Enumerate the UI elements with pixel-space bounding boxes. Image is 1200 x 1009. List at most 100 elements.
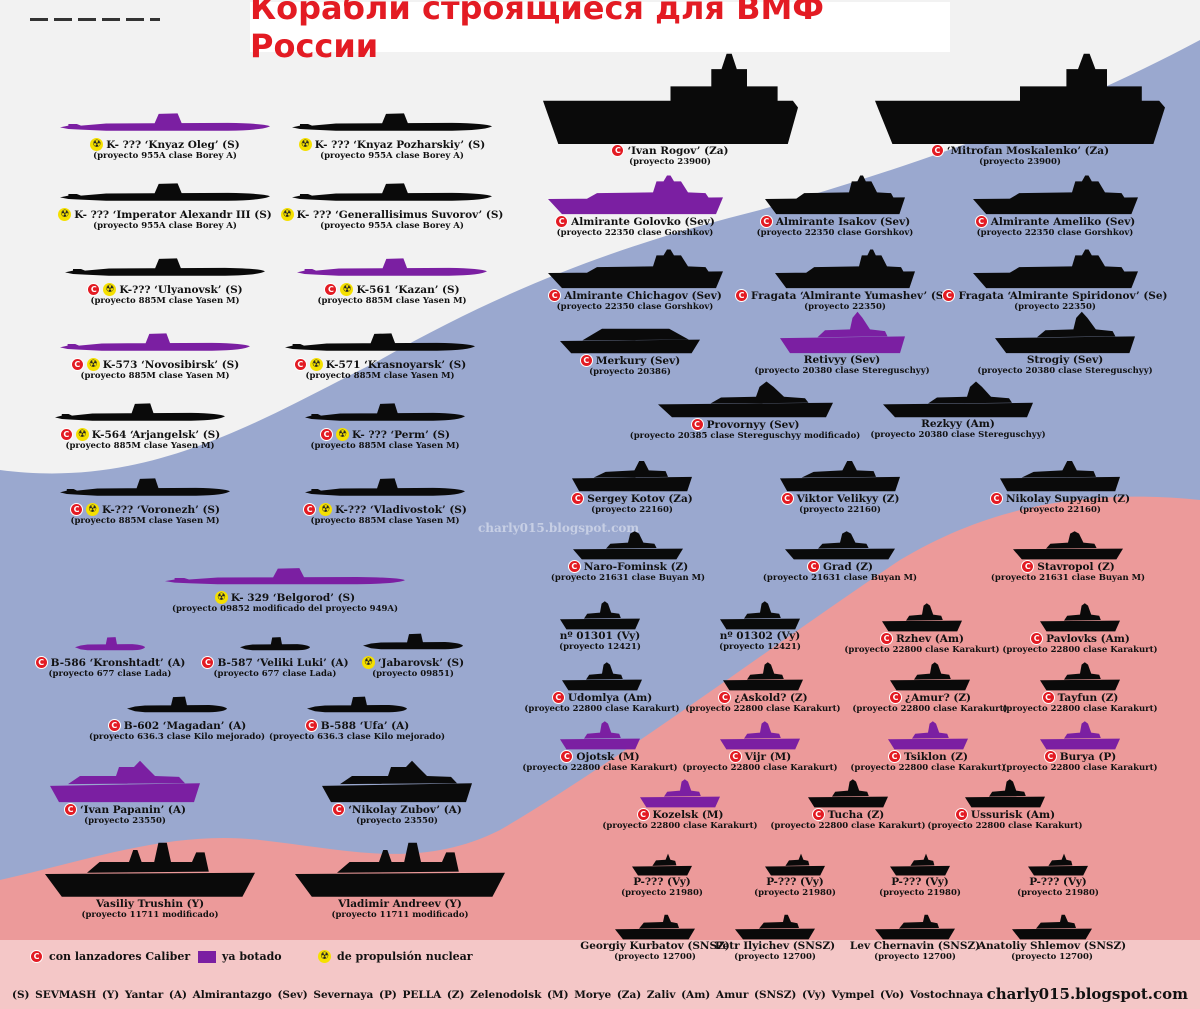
ship-card: Merkury (Sev)(proyecto 20386) (520, 318, 740, 377)
caliber-icon (332, 803, 346, 816)
ship-card: Almirante Chichagov (Sev)(proyecto 22350… (508, 247, 763, 312)
ship-name: Vijr (M) (744, 750, 792, 763)
ship-card: ¿Askold? (Z)(proyecto 22800 clase Karaku… (683, 661, 843, 714)
ship-card: Retivyy (Sev) (proyecto 20380 clase Stere… (740, 310, 945, 376)
ship-project: (proyecto 11711 modificado) (331, 910, 469, 920)
ship-name: ¿Amur? (Z) (905, 691, 971, 704)
ship-silhouette (972, 175, 1138, 215)
ship-project: (proyecto 11711 modificado) (81, 910, 219, 920)
caliber-icon (690, 418, 704, 431)
ship-hull-shape (363, 633, 463, 650)
ship-name-line: B-587 ‘Veliki Luki’ (A) (201, 656, 349, 669)
ship-name: Viktor Velikyy (Z) (796, 492, 900, 505)
ship-hull-shape (45, 842, 255, 897)
ship-card: Sergey Kotov (Za)(proyecto 22160) (532, 456, 732, 515)
ship-name: Kozelsk (M) (652, 808, 724, 821)
ship-hull-shape (882, 603, 962, 632)
ship-silhouette (297, 258, 487, 276)
ship-card: Burya (P)(proyecto 22800 clase Karakurt) (1000, 720, 1160, 773)
ship-project: (proyecto 22160) (1019, 505, 1101, 515)
ship-project: (proyecto 09851) (372, 669, 454, 679)
ship-name: Almirante Ameliko (Sev) (990, 215, 1136, 228)
ship-project: (proyecto 12700) (614, 952, 696, 962)
ship-card: Georgiy Kurbatov (SNSZ) (proyecto 12700) (575, 910, 735, 962)
ship-project: (proyecto 885M clase Yasen M) (317, 296, 467, 306)
ship-silhouette (720, 601, 800, 630)
ship-silhouette (572, 461, 692, 492)
ship-name: nº 01301 (Vy) (559, 630, 641, 642)
ship-card: P-??? (Vy) (proyecto 21980) (850, 848, 990, 898)
ship-project: (proyecto 12700) (1011, 952, 1093, 962)
ship-hull-shape (883, 381, 1033, 418)
caliber-icon (30, 950, 43, 963)
ship-project: (proyecto 636.3 clase Kilo mejorado) (268, 732, 446, 742)
ship-silhouette (165, 568, 405, 585)
ship-name-line: Provornyy (Sev) (690, 418, 800, 431)
ship-hull-shape (875, 914, 955, 940)
ship-hull-shape (780, 461, 900, 492)
ship-name: Petr Ilyichev (SNSZ) (714, 940, 836, 952)
ship-name-line: K-571 ‘Krasnoyarsk’ (S) (293, 358, 467, 371)
ship-name-line: K- ??? ‘Knyaz Oleg’ (S) (90, 138, 240, 151)
ship-hull-shape (292, 113, 492, 131)
ship-card: Almirante Ameliko (Sev)(proyecto 22350 c… (933, 173, 1178, 238)
ship-name-line: K-??? ‘Ulyanovsk’ (S) (87, 283, 243, 296)
ship-hull-shape (542, 53, 798, 144)
ship-name-line: P-??? (Vy) (766, 876, 824, 888)
ship-project: (proyecto 21631 clase Buyan M) (762, 573, 918, 583)
ship-name-line: P-??? (Vy) (891, 876, 949, 888)
page-title: Корабли строящиеся для ВМФ России (250, 0, 825, 65)
ship-card: K-564 ‘Arjangelsk’ (S)(proyecto 885M cla… (15, 400, 265, 451)
ship-project: (proyecto 885M clase Yasen M) (70, 516, 220, 526)
ship-project: (proyecto 21980) (1017, 888, 1099, 898)
ship-name-line: Vasiliy Trushin (Y) (96, 898, 204, 910)
ship-project: (proyecto 12421) (719, 642, 801, 652)
caliber-icon (1021, 560, 1035, 573)
ship-card: K-??? ‘Vladivostok’ (S)(proyecto 885M cl… (265, 475, 505, 526)
ship-silhouette (875, 53, 1165, 144)
ship-name: P-??? (Vy) (1029, 876, 1087, 888)
caliber-icon (579, 354, 593, 367)
ship-project: (proyecto 885M clase Yasen M) (80, 371, 230, 381)
ship-name: Almirante Chichagov (Sev) (564, 289, 722, 302)
ship-hull-shape (240, 637, 310, 651)
ship-card: Strogiy (Sev) (proyecto 20380 clase Stere… (955, 310, 1175, 376)
legend-caliber-label: con lanzadores Caliber (49, 950, 191, 963)
ship-hull-shape (547, 175, 723, 215)
ship-silhouette (65, 258, 265, 276)
ship-card: Naro-Fominsk (Z)(proyecto 21631 clase Bu… (533, 530, 723, 583)
ship-name-line: Merkury (Sev) (579, 354, 681, 367)
ship-project: (proyecto 885M clase Yasen M) (310, 441, 460, 451)
ship-name: K-571 ‘Krasnoyarsk’ (S) (325, 358, 467, 371)
caliber-icon (34, 656, 48, 669)
ship-silhouette (560, 721, 640, 750)
ship-name-line: P-??? (Vy) (1029, 876, 1087, 888)
ship-project: (proyecto 677 clase Lada) (48, 669, 172, 679)
ship-card: K-??? ‘Ulyanovsk’ (S)(proyecto 885M clas… (25, 255, 305, 306)
ship-silhouette (808, 779, 888, 808)
nuclear-icon (90, 138, 104, 151)
ship-name: B-602 ‘Magadan’ (A) (123, 719, 247, 732)
ship-name: B-586 ‘Kronshtadt’ (A) (50, 656, 186, 669)
ship-project: (proyecto 22800 clase Karakurt) (682, 763, 838, 773)
ship-card: B-588 ‘Ufa’ (A)(proyecto 636.3 clase Kil… (267, 693, 447, 742)
ship-hull-shape (615, 914, 695, 940)
ship-name: Provornyy (Sev) (706, 418, 800, 431)
caliber-icon (548, 289, 562, 302)
purple-swatch-icon (198, 950, 216, 963)
ship-silhouette (890, 662, 970, 691)
ship-name: Fragata ‘Almirante Yumashev’ (Se) (751, 289, 956, 302)
ship-card: K- ??? ‘Imperator Alexandr III (S)(proye… (20, 180, 310, 231)
ship-name-line: Almirante Ameliko (Sev) (974, 215, 1136, 228)
ship-card: B-602 ‘Magadan’ (A)(proyecto 636.3 clase… (87, 693, 267, 742)
ship-name: Merkury (Sev) (595, 354, 681, 367)
ship-card: ‘Nikolay Zubov’ (A)(proyecto 23550) (282, 758, 512, 826)
ship-name-line: Strogiy (Sev) (1027, 354, 1103, 366)
decorative-dash-bar (30, 18, 160, 21)
ship-hull-shape (1012, 914, 1092, 940)
ship-hull-shape (965, 779, 1045, 808)
ship-silhouette (890, 853, 950, 876)
ship-silhouette (965, 779, 1045, 808)
ship-name-line: ‘Jabarovsk’ (S) (361, 656, 464, 669)
ship-project: (proyecto 21980) (621, 888, 703, 898)
